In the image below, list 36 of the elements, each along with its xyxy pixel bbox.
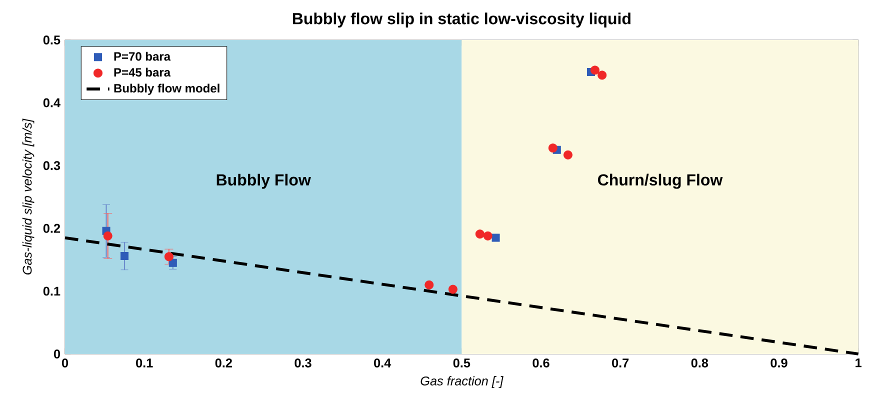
point [448, 284, 458, 294]
legend-label: P=45 bara [114, 68, 171, 77]
x-tick-label: 1 [856, 358, 862, 368]
x-tick-label: 0.7 [612, 358, 629, 368]
x-tick-label: 0.3 [294, 358, 312, 368]
y-tick-label: 0.5 [43, 36, 60, 44]
x-tick-label: 0.9 [770, 358, 788, 368]
x-tick-label: 0.5 [453, 358, 470, 368]
x-tick-label: 0.1 [136, 358, 153, 368]
x-tick-label: 0.8 [691, 358, 708, 368]
x-tick-label: 0.4 [374, 358, 392, 368]
y-tick-label: 0.3 [43, 161, 60, 170]
point [563, 150, 573, 160]
legend-label: Bubbly flow model [114, 84, 220, 95]
y-tick-label: 0.2 [43, 224, 60, 233]
y-tick-label: 0 [54, 350, 60, 358]
y-tick-label: 0.4 [43, 98, 60, 108]
point [548, 143, 558, 153]
band-label: Bubbly Flow [216, 174, 311, 189]
x-tick-label: 0 [62, 358, 68, 368]
y-tick-label: 0.1 [43, 286, 60, 296]
y-axis-title: Gas-liquid slip velocity [m/s] [22, 118, 34, 274]
point [103, 231, 112, 240]
legend-label: P=70 bara [114, 52, 171, 61]
chart-title: Bubbly flow slip in static low-viscosity liquid [292, 12, 630, 28]
point [424, 280, 434, 290]
x-tick-label: 0.2 [215, 358, 232, 368]
x-axis-title: Gas fraction [-] [420, 376, 504, 388]
point [483, 231, 492, 240]
point [492, 234, 500, 242]
point [120, 252, 129, 260]
point [590, 66, 600, 75]
band-label: Churn/slug Flow [598, 174, 723, 189]
point [598, 70, 607, 80]
x-tick-label: 0.6 [532, 358, 550, 368]
point [475, 230, 484, 239]
